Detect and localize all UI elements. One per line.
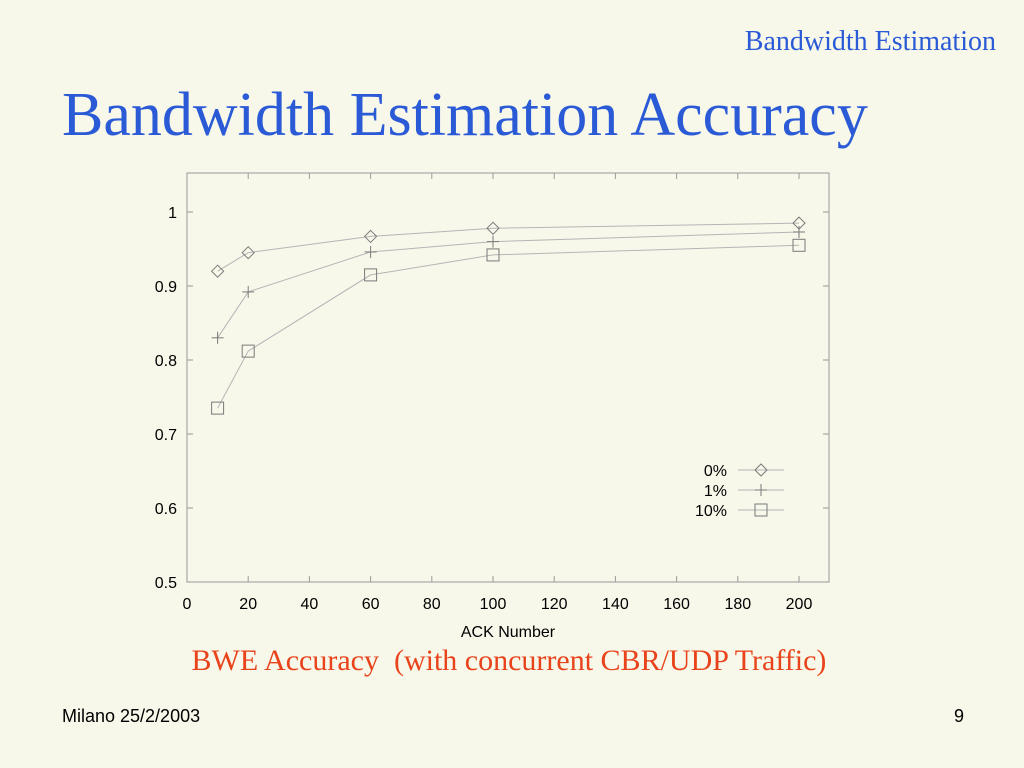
data-point-square: [211, 401, 225, 415]
series-line-0: [217, 222, 800, 272]
x-tick-label: 100: [480, 596, 507, 613]
data-point-square: [486, 248, 500, 262]
data-point-diamond: [486, 221, 500, 235]
slide-header: Bandwidth Estimation: [744, 26, 996, 57]
series-line-2: [217, 244, 800, 409]
y-tick-label: 0.8: [155, 353, 177, 370]
y-tick-label: 0.6: [155, 501, 177, 518]
y-tick-label: 0.5: [155, 575, 177, 592]
x-tick-label: 160: [663, 596, 690, 613]
y-tick-label: 0.7: [155, 427, 177, 444]
y-tick-label: 1: [168, 205, 177, 222]
data-point-plus: [793, 225, 805, 238]
data-point-plus: [211, 331, 224, 344]
x-tick-label: 0: [183, 596, 192, 613]
x-tick-label: 80: [423, 596, 441, 613]
x-tick-label: 40: [301, 596, 319, 613]
legend-marker: [754, 463, 768, 477]
data-point-diamond: [363, 229, 378, 244]
legend-marker: [754, 503, 768, 517]
data-point-plus: [364, 245, 377, 258]
data-point-square: [364, 268, 378, 282]
x-tick-label: 140: [602, 596, 629, 613]
legend-marker: [755, 484, 767, 496]
data-point-diamond: [241, 245, 255, 260]
caption: BWE Accuracy (with concurrent CBR/UDP Tr…: [191, 644, 827, 677]
x-tick-label: 60: [362, 596, 380, 613]
data-point-plus: [487, 235, 499, 248]
plot-frame: [186, 172, 830, 583]
slide-title: Bandwidth Estimation Accuracy: [62, 81, 868, 149]
data-point-square: [792, 238, 806, 252]
x-tick-label: 200: [786, 596, 813, 613]
legend-label: 1%: [704, 483, 727, 500]
legend-label: 0%: [704, 463, 727, 480]
page-number: 9: [953, 706, 964, 726]
x-tick-label: 180: [724, 596, 751, 613]
x-axis-label: ACK Number: [461, 624, 556, 641]
data-point-square: [241, 344, 255, 358]
legend-label: 10%: [695, 503, 727, 520]
x-tick-label: 120: [541, 596, 568, 613]
y-tick-label: 0.9: [155, 279, 177, 296]
data-point-plus: [242, 285, 255, 298]
footer-location-date: Milano 25/2/2003: [62, 706, 201, 726]
data-point-diamond: [210, 264, 225, 278]
legend: 0% 1% 10%: [695, 463, 784, 520]
x-tick-label: 20: [239, 596, 257, 613]
